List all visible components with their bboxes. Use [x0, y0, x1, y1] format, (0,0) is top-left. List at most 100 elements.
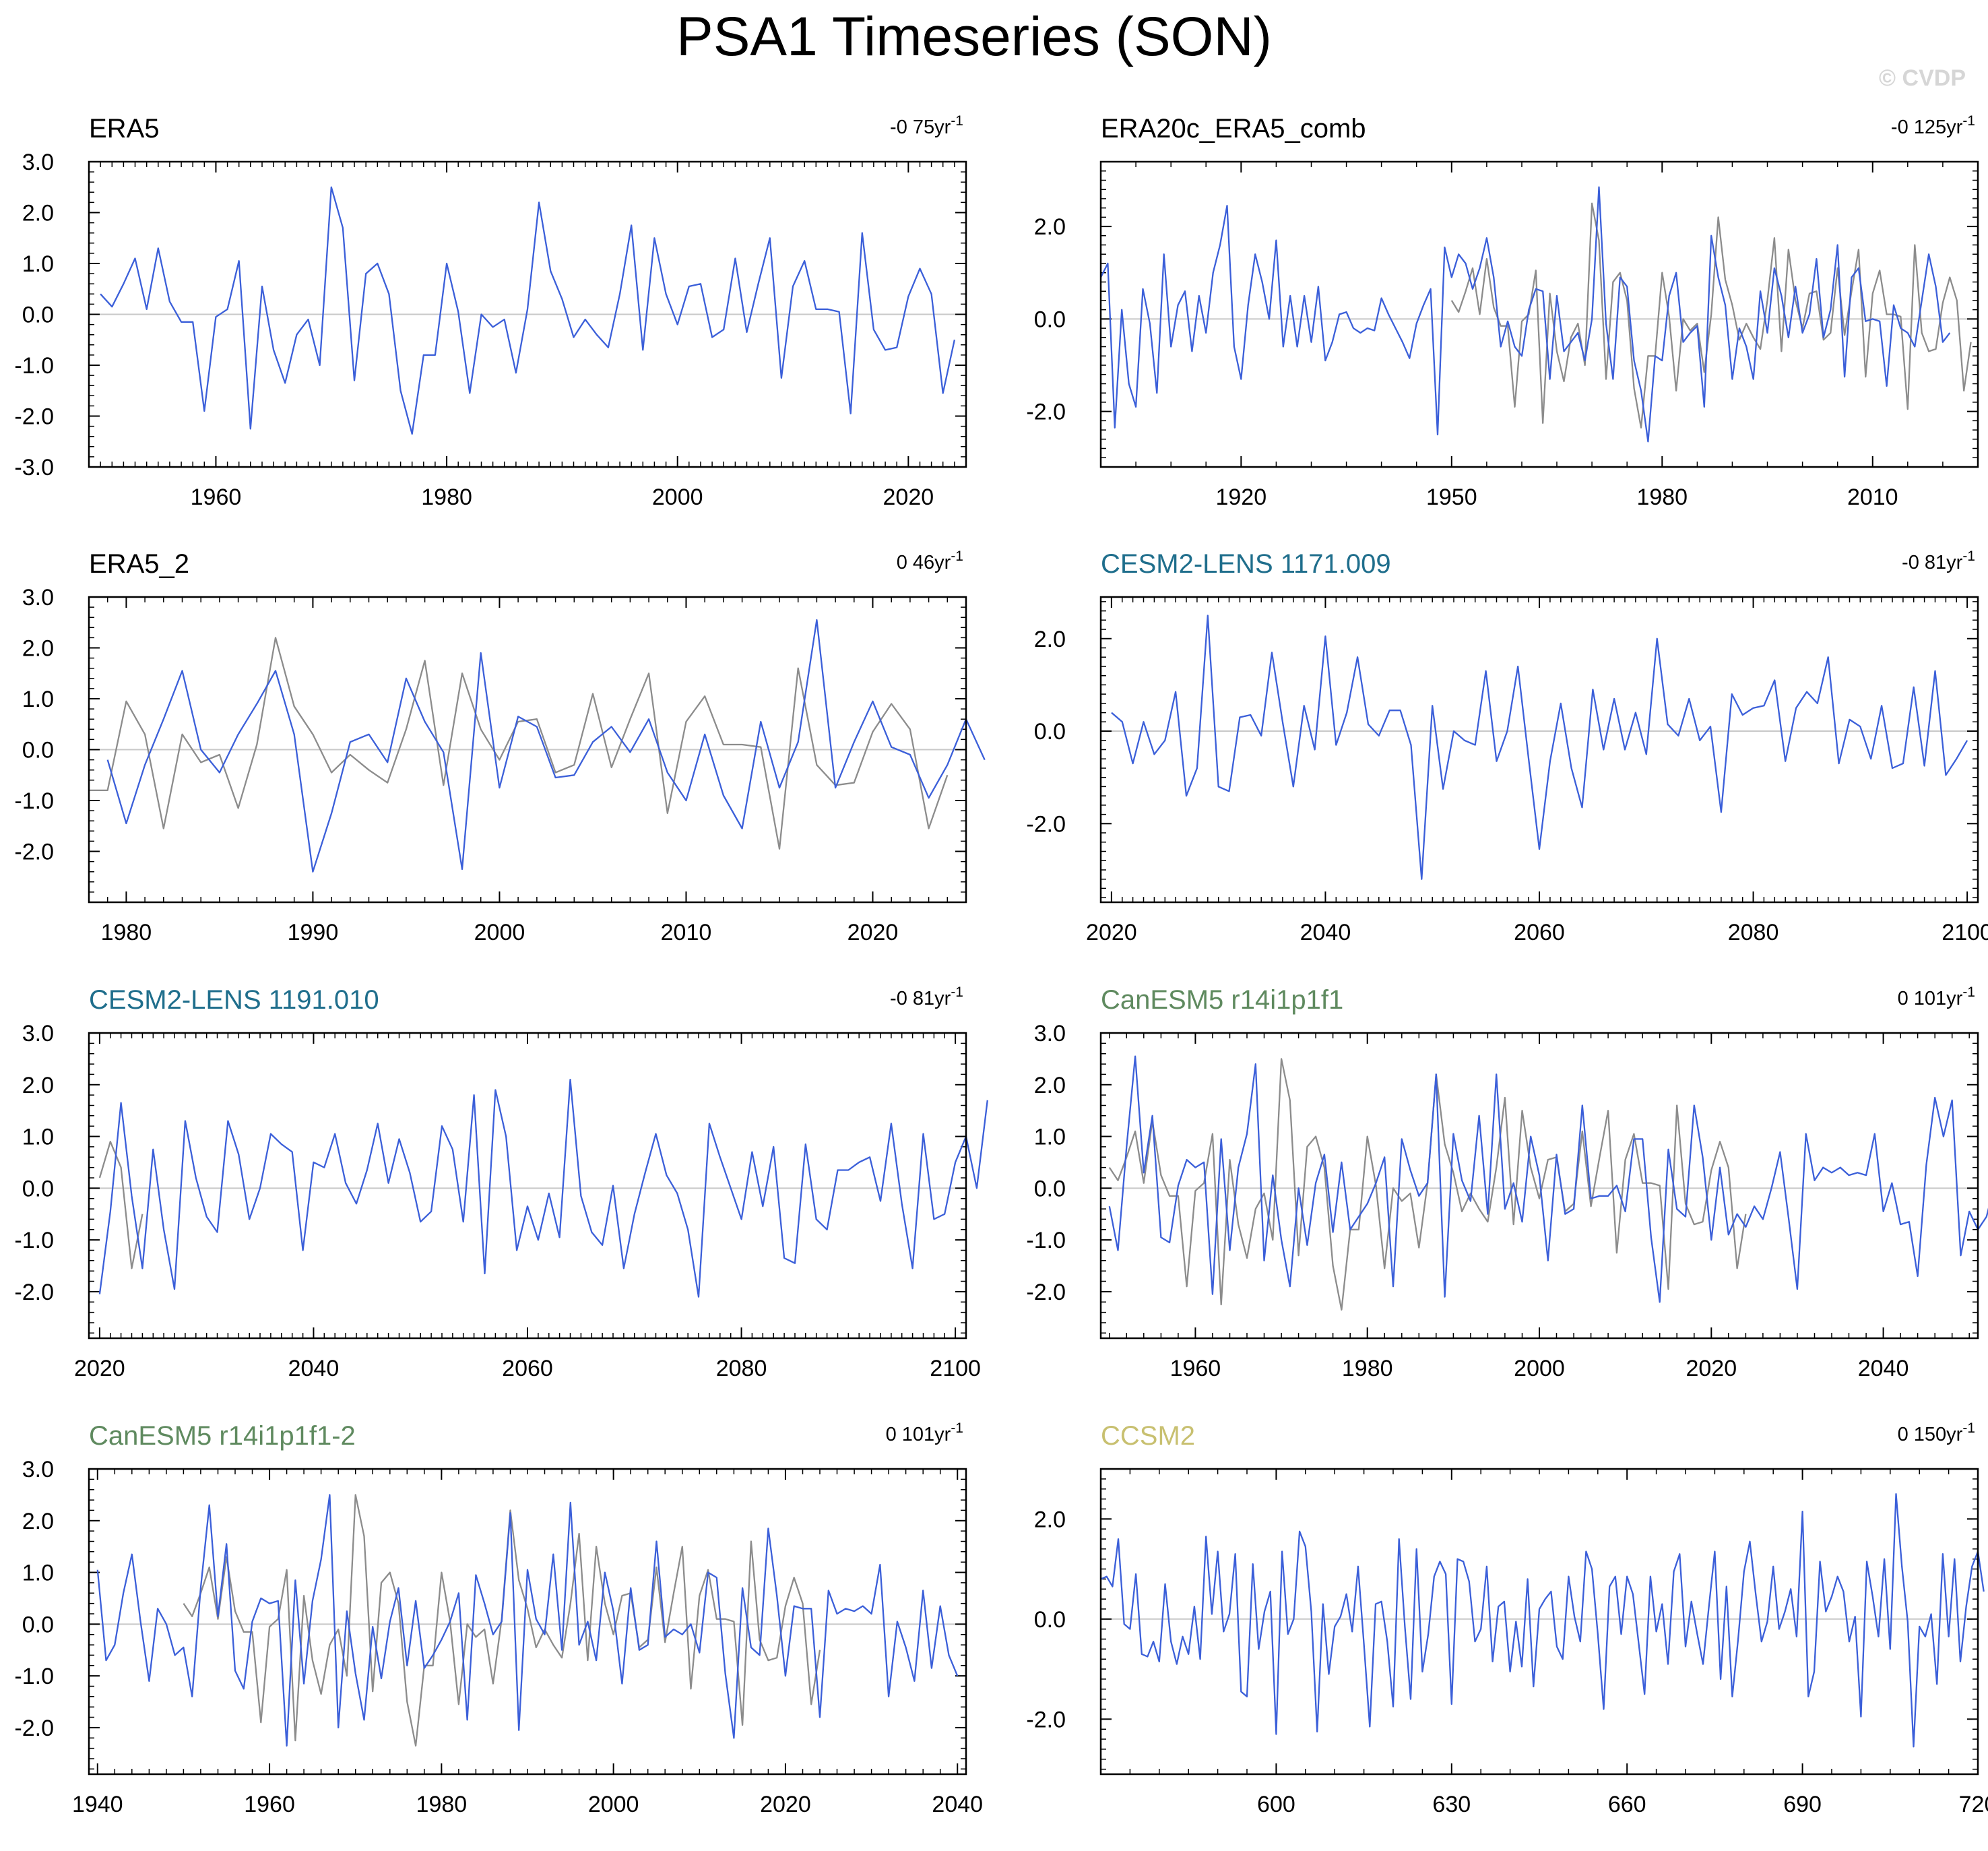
y-tick-label: 0.0 — [22, 738, 54, 763]
x-tick-label: 2080 — [716, 1356, 767, 1381]
plot-frame — [88, 1032, 967, 1340]
x-tick-label: 1920 — [1215, 484, 1266, 510]
plot-frame — [1099, 1468, 1979, 1776]
x-tick-label: 1980 — [101, 920, 152, 945]
y-tick-label: 2.0 — [1034, 627, 1066, 652]
x-tick-label: 2000 — [474, 920, 525, 945]
trend-label: 0 46yr-1 — [897, 548, 963, 573]
x-tick-label: 2100 — [1942, 920, 1988, 945]
y-tick-label: 2.0 — [1034, 1073, 1066, 1098]
x-tick-label: 2000 — [588, 1792, 639, 1817]
y-tick-label: -1.0 — [14, 788, 54, 814]
x-tick-label: 2020 — [847, 920, 899, 945]
x-tick-label: 1950 — [1426, 484, 1477, 510]
x-tick-label: 2060 — [1514, 920, 1565, 945]
trend-label: 0 101yr-1 — [886, 1420, 963, 1445]
series-line — [1450, 202, 1972, 429]
panel-2: ERA20c_ERA5_comb -0 125yr-1 1920 1950 1980 20… — [1026, 113, 1979, 510]
panel-3: ERA5_2 0 46yr-1 1980 1990 2000 2010 2020 -2.0 -1… — [14, 548, 986, 945]
panel-8: CCSM2 0 150yr-1 600 630 660 690 720 -2.0 0.0 2.0 — [1026, 1420, 1988, 1817]
panel-title: ERA5_2 — [89, 549, 189, 579]
y-tick-label: 3.0 — [1034, 1021, 1066, 1046]
x-tick-label: 2040 — [1858, 1356, 1909, 1381]
watermark: © CVDP — [1879, 65, 1966, 91]
x-tick-label: 2100 — [930, 1356, 981, 1381]
x-tick-label: 1980 — [421, 484, 472, 510]
x-tick-label: 1960 — [191, 484, 242, 510]
x-tick-label: 1980 — [1636, 484, 1688, 510]
plot-frame — [88, 1468, 967, 1776]
y-tick-label: -2.0 — [1026, 1707, 1066, 1732]
y-tick-label: -1.0 — [1026, 1228, 1066, 1253]
y-tick-label: -2.0 — [14, 1716, 54, 1741]
y-tick-label: 0.0 — [1034, 1607, 1066, 1633]
y-tick-label: 0.0 — [1034, 1176, 1066, 1201]
y-tick-label: 3.0 — [22, 1457, 54, 1482]
plot-frame — [1099, 1032, 1979, 1340]
figure-title: PSA1 Timeseries (SON) — [676, 6, 1272, 67]
x-tick-label: 2000 — [652, 484, 703, 510]
panel-7: CanESM5 r14i1p1f1-2 0 101yr-1 1940 1960 1980… — [14, 1420, 983, 1817]
y-tick-label: -1.0 — [14, 1228, 54, 1253]
trend-label: 0 150yr-1 — [1898, 1420, 1975, 1445]
y-tick-label: 0.0 — [22, 1176, 54, 1201]
y-tick-label: 1.0 — [22, 1561, 54, 1586]
x-tick-label: 720 — [1959, 1792, 1988, 1817]
trend-label: -0 81yr-1 — [1902, 548, 1975, 573]
x-tick-label: 2020 — [883, 484, 934, 510]
x-tick-label: 2020 — [74, 1356, 125, 1381]
y-tick-label: 0.0 — [22, 303, 54, 328]
panels: ERA5 -0 75yr-1 1960 1980 2000 2020 -3.0 -2.0 -1.… — [14, 113, 1988, 1817]
x-tick-label: 1940 — [72, 1792, 123, 1817]
y-tick-label: -2.0 — [14, 1280, 54, 1305]
x-tick-label: 690 — [1783, 1792, 1822, 1817]
plot-frame — [1099, 596, 1979, 904]
y-tick-label: 0.0 — [22, 1612, 54, 1637]
y-tick-label: -1.0 — [14, 1664, 54, 1689]
y-tick-label: 0.0 — [1034, 307, 1066, 332]
plot-frame — [1099, 160, 1979, 468]
series-line — [100, 186, 956, 435]
y-tick-label: -1.0 — [14, 353, 54, 379]
panel-title: ERA20c_ERA5_comb — [1101, 114, 1366, 144]
y-tick-label: -2.0 — [14, 840, 54, 865]
y-tick-label: -2.0 — [1026, 811, 1066, 837]
trend-label: -0 125yr-1 — [1891, 113, 1975, 138]
series-line — [106, 619, 986, 873]
y-tick-label: 3.0 — [22, 150, 54, 175]
trend-label: -0 75yr-1 — [890, 113, 963, 138]
plot-frame — [88, 596, 967, 904]
y-tick-label: 2.0 — [1034, 1507, 1066, 1532]
series-line — [96, 1494, 959, 1747]
y-tick-label: 1.0 — [22, 687, 54, 712]
y-tick-label: -2.0 — [1026, 1280, 1066, 1305]
panel-5: CESM2-LENS 1191.010 -0 81yr-1 2020 2040 2060… — [14, 984, 988, 1381]
x-tick-label: 1980 — [1342, 1356, 1393, 1381]
x-tick-label: 660 — [1608, 1792, 1646, 1817]
series-line — [1108, 1055, 1988, 1303]
y-tick-label: -2.0 — [14, 404, 54, 430]
y-tick-label: 1.0 — [22, 1125, 54, 1150]
x-tick-label: 2040 — [932, 1792, 983, 1817]
trend-label: 0 101yr-1 — [1898, 984, 1975, 1009]
series-line — [1099, 186, 1951, 443]
panel-title: CanESM5 r14i1p1f1-2 — [89, 1421, 356, 1451]
x-tick-label: 2000 — [1514, 1356, 1565, 1381]
x-tick-label: 2020 — [760, 1792, 811, 1817]
y-tick-label: 2.0 — [22, 201, 54, 226]
x-tick-label: 2040 — [1300, 920, 1351, 945]
x-tick-label: 630 — [1432, 1792, 1471, 1817]
y-tick-label: 1.0 — [1034, 1125, 1066, 1150]
panel-title: CESM2-LENS 1191.010 — [89, 985, 379, 1015]
y-tick-label: -3.0 — [14, 455, 54, 480]
y-tick-label: 0.0 — [1034, 719, 1066, 745]
panel-title: CanESM5 r14i1p1f1 — [1101, 985, 1343, 1015]
y-tick-label: 2.0 — [1034, 214, 1066, 240]
x-tick-label: 600 — [1257, 1792, 1295, 1817]
x-tick-label: 1960 — [244, 1792, 295, 1817]
x-tick-label: 2010 — [661, 920, 712, 945]
series-line — [1111, 615, 1968, 880]
series-line — [1100, 1493, 1985, 1748]
panel-title: ERA5 — [89, 114, 160, 144]
